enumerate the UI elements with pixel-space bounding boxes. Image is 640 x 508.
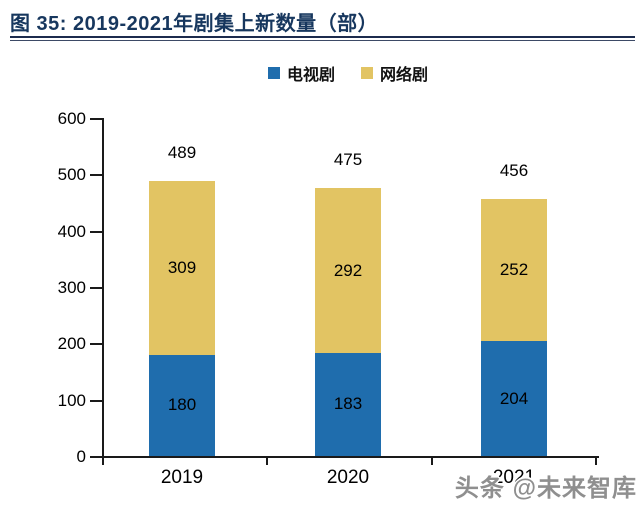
title-divider xyxy=(10,36,635,41)
bar-segment-label: 204 xyxy=(499,388,529,408)
bar-segment-label: 292 xyxy=(333,260,363,280)
bar-segment-label: 183 xyxy=(333,394,363,414)
bar-segment-label: 180 xyxy=(167,395,197,415)
chart-legend: 电视剧 网络剧 xyxy=(28,61,640,85)
bar-segment-label: 252 xyxy=(499,260,529,280)
bar-segment-网络剧-2020 xyxy=(315,188,381,353)
bar-segment-电视剧-2019 xyxy=(149,354,215,456)
y-tick-label: 600 xyxy=(57,109,86,128)
x-axis-tick xyxy=(102,456,104,465)
bar-total-label: 475 xyxy=(333,150,363,170)
legend-swatch-icon xyxy=(361,67,373,79)
y-axis-tick xyxy=(90,231,102,233)
x-axis-line xyxy=(102,456,599,458)
bar-segment-电视剧-2021 xyxy=(481,341,547,456)
bar-segment-label: 309 xyxy=(167,257,197,277)
y-tick-label: 100 xyxy=(57,391,86,410)
bar-total-label: 456 xyxy=(499,161,529,181)
legend-label: 网络剧 xyxy=(380,67,429,84)
bar-segment-网络剧-2021 xyxy=(481,199,547,342)
watermark-text: 头条 @未来智库 xyxy=(454,475,637,502)
y-axis-line xyxy=(102,118,104,458)
y-tick-label: 0 xyxy=(76,447,86,466)
bar-segment-电视剧-2020 xyxy=(315,352,381,456)
y-axis-tick xyxy=(90,456,102,458)
bar-segment-网络剧-2019 xyxy=(149,180,215,355)
x-tick-label: 2021 xyxy=(492,467,536,488)
x-tick-label: 2019 xyxy=(160,467,204,488)
y-axis-tick xyxy=(90,400,102,402)
y-tick-label: 200 xyxy=(57,334,86,353)
y-tick-label: 500 xyxy=(57,165,86,184)
y-axis-tick xyxy=(90,174,102,176)
legend-item-1: 网络剧 xyxy=(361,61,428,85)
x-axis-tick xyxy=(595,456,597,465)
y-axis-tick xyxy=(90,118,102,120)
x-axis-tick xyxy=(431,456,433,465)
y-axis-tick xyxy=(90,343,102,345)
figure-title: 图 35: 2019-2021年剧集上新数量（部） xyxy=(10,13,379,35)
y-axis-tick xyxy=(90,287,102,289)
legend-swatch-icon xyxy=(267,67,280,79)
legend-label: 电视剧 xyxy=(286,67,335,84)
bar-total-label: 489 xyxy=(167,142,197,162)
legend-item-0: 电视剧 xyxy=(267,61,335,85)
x-axis-tick xyxy=(266,456,268,465)
y-tick-label: 400 xyxy=(57,222,86,241)
y-tick-label: 300 xyxy=(57,278,86,297)
x-tick-label: 2020 xyxy=(326,467,370,488)
